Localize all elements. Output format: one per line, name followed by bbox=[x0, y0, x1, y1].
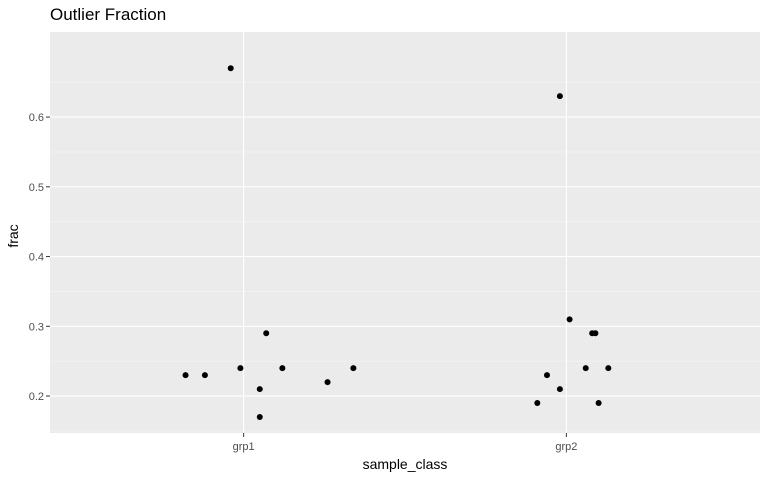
data-point bbox=[595, 400, 602, 407]
data-point bbox=[582, 365, 589, 372]
data-point bbox=[534, 400, 541, 407]
data-point bbox=[544, 372, 550, 379]
y-tick-label: 0.6 bbox=[29, 112, 44, 124]
data-point bbox=[279, 365, 286, 372]
data-point bbox=[556, 93, 563, 100]
y-axis-title: frac bbox=[5, 224, 21, 247]
y-tick-label: 0.2 bbox=[29, 391, 44, 403]
y-tick-label: 0.5 bbox=[29, 182, 44, 194]
data-point bbox=[201, 372, 208, 379]
plot-panel bbox=[50, 32, 760, 433]
y-tick-label: 0.3 bbox=[29, 321, 44, 333]
data-point bbox=[556, 386, 563, 393]
data-point bbox=[350, 365, 357, 372]
data-point bbox=[182, 372, 189, 379]
data-point bbox=[592, 330, 599, 337]
data-point bbox=[256, 386, 263, 393]
data-point bbox=[227, 65, 234, 72]
data-points bbox=[182, 65, 612, 420]
x-axis-title: sample_class bbox=[363, 456, 448, 472]
data-point bbox=[263, 330, 270, 337]
data-point bbox=[324, 379, 331, 386]
data-point bbox=[566, 316, 573, 323]
data-point bbox=[237, 365, 244, 372]
y-tick-label: 0.4 bbox=[29, 252, 44, 264]
chart-title: Outlier Fraction bbox=[50, 5, 166, 24]
data-point bbox=[256, 413, 263, 420]
axes: 0.2 0.3 0.4 0.5 0.6 grp1 grp2 bbox=[29, 112, 578, 453]
x-tick-label: grp1 bbox=[233, 441, 255, 453]
data-point bbox=[605, 365, 612, 372]
x-tick-label: grp2 bbox=[555, 441, 577, 453]
grid-lines bbox=[50, 32, 760, 433]
